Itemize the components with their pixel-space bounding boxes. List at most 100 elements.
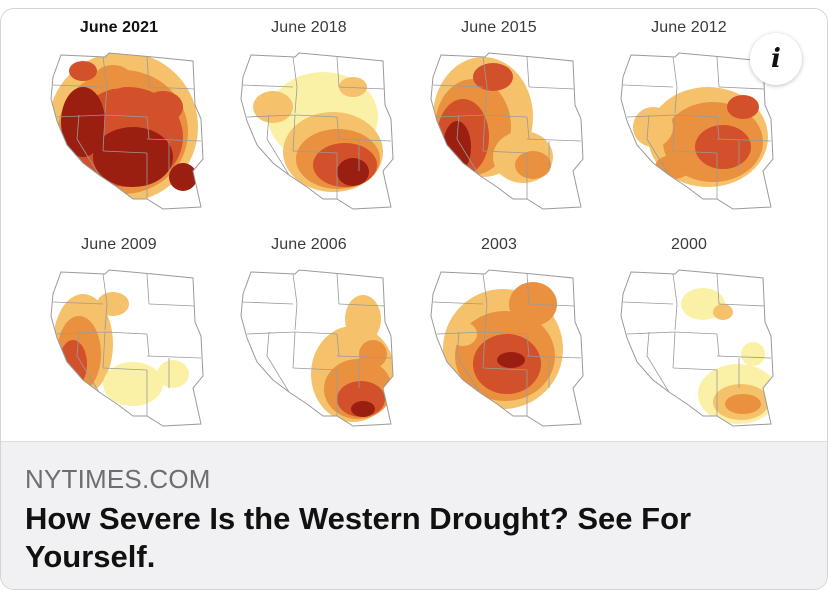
drought-map bbox=[430, 52, 584, 210]
state-border bbox=[146, 138, 202, 142]
state-border bbox=[146, 333, 150, 357]
state-border bbox=[716, 355, 772, 359]
state-border bbox=[674, 303, 678, 331]
state-border bbox=[672, 331, 676, 369]
drought-area bbox=[497, 352, 525, 368]
state-border bbox=[266, 331, 290, 393]
drought-area bbox=[97, 292, 129, 316]
state-border bbox=[482, 114, 486, 152]
state-border bbox=[102, 150, 148, 154]
drought-area bbox=[725, 394, 761, 414]
drought-area bbox=[741, 342, 765, 366]
state-border bbox=[336, 138, 392, 142]
state-border bbox=[482, 331, 486, 369]
state-border bbox=[482, 56, 488, 88]
map-year-label: June 2006 bbox=[271, 236, 347, 253]
state-border bbox=[336, 355, 392, 359]
drought-area bbox=[339, 77, 367, 97]
drought-map bbox=[50, 52, 204, 210]
drought-map bbox=[430, 269, 584, 427]
drought-area bbox=[713, 304, 733, 320]
state-border bbox=[528, 86, 576, 90]
state-border bbox=[338, 303, 386, 307]
drought-area bbox=[515, 151, 551, 179]
state-border bbox=[484, 331, 528, 335]
map-cell: June 2021 bbox=[21, 9, 217, 223]
state-border bbox=[484, 114, 528, 118]
map-cell: June 2006 bbox=[211, 226, 407, 440]
drought-maps-image[interactable]: June 2021 June 2018 June 2015 June 2012 June… bbox=[1, 9, 827, 441]
map-year-label: June 2018 bbox=[271, 19, 347, 36]
state-border bbox=[52, 84, 104, 88]
drought-area bbox=[61, 87, 105, 157]
state-border bbox=[294, 331, 338, 335]
map-outline bbox=[430, 269, 584, 427]
state-border bbox=[626, 331, 676, 335]
state-border bbox=[246, 114, 296, 118]
state-border bbox=[242, 301, 294, 305]
link-caption[interactable]: NYTIMES.COM How Severe Is the Western Dr… bbox=[1, 441, 827, 589]
state-border bbox=[718, 86, 766, 90]
drought-map bbox=[240, 269, 394, 427]
state-border bbox=[436, 114, 486, 118]
state-border bbox=[292, 150, 338, 154]
map-outline bbox=[50, 269, 204, 427]
map-outline bbox=[620, 269, 774, 427]
article-headline: How Severe Is the Western Drought? See F… bbox=[25, 501, 692, 574]
state-border bbox=[674, 331, 718, 335]
map-year-label: 2003 bbox=[481, 236, 517, 253]
state-border bbox=[242, 84, 294, 88]
state-border bbox=[672, 114, 676, 152]
drought-area bbox=[655, 155, 691, 179]
state-border bbox=[622, 84, 674, 88]
state-border bbox=[482, 367, 528, 371]
state-border bbox=[292, 331, 296, 369]
source-domain: NYTIMES.COM bbox=[25, 464, 211, 494]
state-border bbox=[622, 301, 674, 305]
drought-map bbox=[620, 269, 774, 427]
state-border bbox=[716, 138, 772, 142]
state-border bbox=[104, 331, 148, 335]
state-border bbox=[148, 303, 196, 307]
drought-area bbox=[157, 360, 189, 388]
state-border bbox=[102, 273, 108, 305]
state-border bbox=[292, 367, 338, 371]
state-border bbox=[102, 367, 148, 371]
state-border bbox=[102, 114, 106, 152]
state-border bbox=[146, 273, 150, 305]
state-border bbox=[526, 116, 530, 140]
map-outline bbox=[240, 269, 394, 427]
state-border bbox=[76, 331, 100, 393]
drought-area bbox=[169, 163, 197, 191]
drought-map bbox=[50, 269, 204, 427]
state-border bbox=[104, 86, 108, 114]
state-border bbox=[482, 150, 528, 154]
state-border bbox=[672, 150, 718, 154]
link-preview-card[interactable]: June 2021 June 2018 June 2015 June 2012 June… bbox=[0, 8, 828, 590]
map-outline bbox=[240, 52, 394, 210]
drought-area bbox=[93, 127, 173, 187]
state-border bbox=[436, 331, 486, 335]
drought-area bbox=[695, 125, 751, 169]
state-border bbox=[292, 114, 296, 152]
map-year-label: June 2015 bbox=[461, 19, 537, 36]
drought-area bbox=[337, 158, 369, 186]
map-cell: June 2012 bbox=[591, 9, 787, 223]
state-border bbox=[646, 331, 670, 393]
drought-area bbox=[473, 63, 513, 91]
drought-area bbox=[443, 121, 471, 173]
state-border bbox=[672, 273, 678, 305]
drought-area bbox=[69, 61, 97, 81]
state-border bbox=[246, 331, 296, 335]
state-border bbox=[336, 333, 340, 357]
map-cell: 2003 bbox=[401, 226, 597, 440]
drought-area bbox=[59, 340, 87, 388]
state-border bbox=[104, 303, 108, 331]
state-border bbox=[294, 86, 298, 114]
map-cell: 2000 bbox=[591, 226, 787, 440]
state-border bbox=[292, 56, 298, 88]
state-border bbox=[146, 56, 150, 88]
state-border bbox=[56, 331, 106, 335]
info-button[interactable]: i bbox=[750, 33, 802, 85]
state-border bbox=[674, 86, 678, 114]
